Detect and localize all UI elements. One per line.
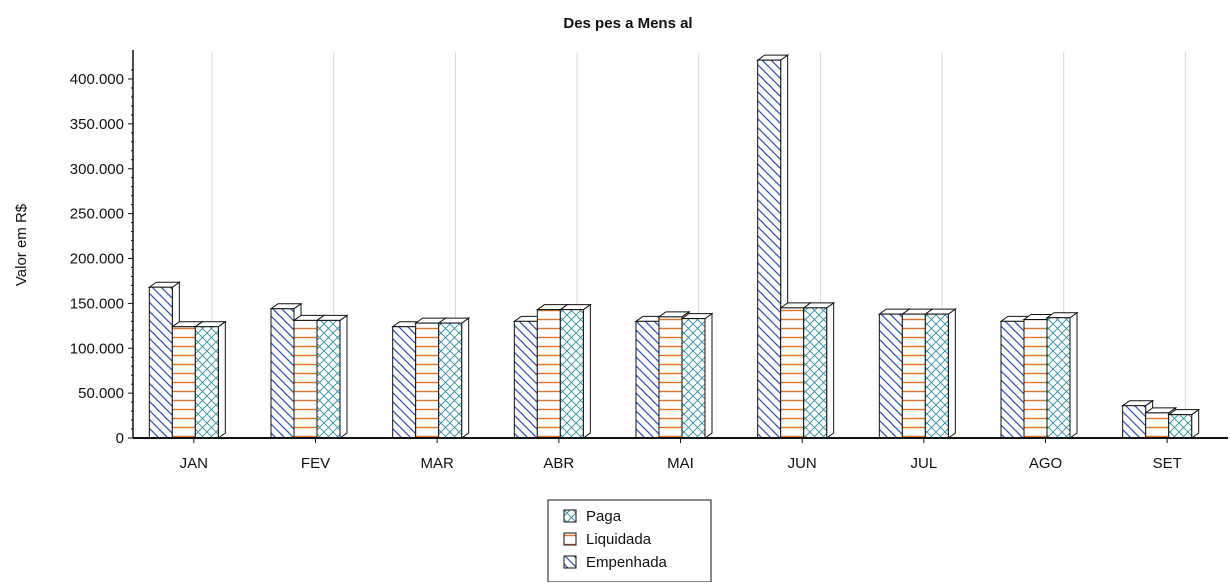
x-tick-label-jan: JAN [180, 455, 208, 472]
bar-front-face [635, 320, 660, 439]
bar-side-face [704, 312, 713, 439]
x-tick-label-abr: ABR [543, 455, 574, 472]
legend-swatch [563, 532, 577, 546]
bar-side-face [461, 317, 470, 439]
legend-item-liquidada: Liquidada [563, 531, 652, 548]
bar-front-face [415, 322, 440, 439]
bar-front-face [171, 326, 196, 439]
y-tick-label: 400.000 [70, 71, 124, 88]
bar-front-face [658, 316, 683, 439]
bar-paga-mai [680, 312, 714, 439]
bar-side-face [1069, 311, 1078, 439]
bar-front-face [316, 319, 341, 439]
bar-paga-jul [923, 308, 957, 439]
bar-front-face [392, 326, 417, 439]
bar-front-face [901, 313, 926, 439]
legend-swatch [563, 555, 577, 569]
bar-paga-set [1167, 408, 1201, 439]
bar-front-face [513, 320, 538, 439]
bar-side-face [582, 303, 591, 439]
y-tick-label: 300.000 [70, 161, 124, 178]
bar-side-face [217, 320, 226, 439]
bar-front-face [1168, 414, 1193, 439]
bar-front-face [438, 322, 463, 439]
axes: 0 50.000 100.000 150.000 200.000 250.000 300.0… [70, 50, 1228, 472]
bar-front-face [757, 59, 782, 439]
legend-item-paga: Paga [563, 508, 622, 525]
bar-front-face [1023, 319, 1048, 439]
legend-label: Paga [586, 508, 622, 525]
bar-front-face [148, 286, 173, 439]
legend-label: Empenhada [586, 554, 668, 571]
bar-front-face [194, 326, 219, 439]
y-tick-label: 200.000 [70, 251, 124, 268]
x-tick-label-jun: JUN [788, 455, 817, 472]
bars [147, 54, 1201, 439]
bar-front-face [536, 309, 561, 439]
bar-paga-ago [1045, 311, 1079, 439]
x-tick-label-fev: FEV [301, 455, 330, 472]
bar-front-face [924, 313, 949, 439]
x-tick-label-mar: MAR [420, 455, 454, 472]
x-tick-label-set: SET [1153, 455, 1182, 472]
bar-front-face [559, 309, 584, 439]
y-tick-label: 250.000 [70, 206, 124, 223]
bar-front-face [1122, 405, 1147, 439]
bar-front-face [681, 318, 706, 439]
bar-side-face [826, 301, 835, 439]
bar-paga-jan [193, 320, 227, 439]
legend-item-empenhada: Empenhada [563, 554, 668, 571]
bar-front-face [1145, 412, 1170, 439]
gridlines [211, 52, 1186, 438]
chart-title: Des pes a Mens al [563, 15, 692, 32]
y-tick-label: 50.000 [78, 385, 124, 402]
x-tick-label-jul: JUL [910, 455, 937, 472]
bar-front-face [293, 319, 318, 439]
x-tick-label-mai: MAI [667, 455, 694, 472]
y-tick-label: 0 [116, 430, 124, 447]
bar-side-face [947, 308, 956, 439]
legend: Paga Liquidada Empenhada [547, 499, 712, 583]
bar-front-face [1000, 320, 1025, 439]
y-tick-label: 150.000 [70, 295, 124, 312]
bar-paga-fev [315, 314, 349, 439]
legend-swatch [563, 509, 577, 523]
bar-front-face [270, 308, 295, 439]
bar-front-face [1046, 317, 1071, 439]
bar-paga-mar [437, 317, 471, 439]
x-tick-label-ago: AGO [1029, 455, 1062, 472]
bar-front-face [803, 307, 828, 439]
y-tick-label: 350.000 [70, 116, 124, 133]
y-tick-label: 100.000 [70, 340, 124, 357]
legend-label: Liquidada [586, 531, 652, 548]
bar-front-face [878, 313, 903, 439]
bar-side-face [339, 314, 348, 439]
bar-paga-abr [558, 303, 592, 439]
bar-front-face [780, 307, 805, 439]
bar-paga-jun [802, 301, 836, 439]
y-axis-title: Valor em R$ [13, 203, 30, 286]
